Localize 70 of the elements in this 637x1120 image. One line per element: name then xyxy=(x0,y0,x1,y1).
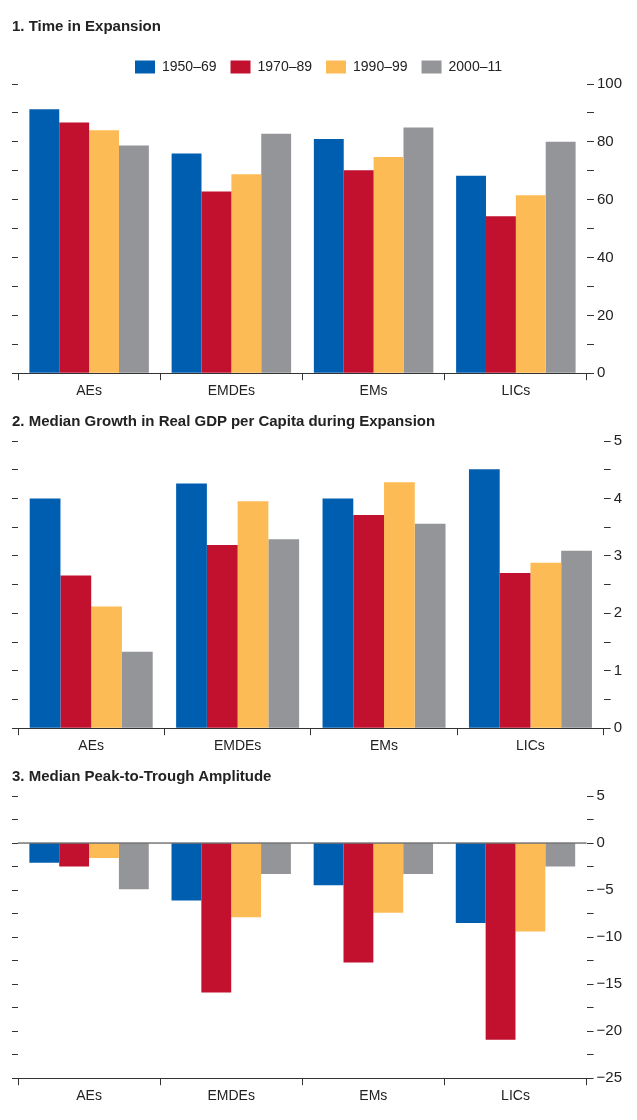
chart-title: 1. Time in Expansion xyxy=(12,17,161,35)
y-tick-label: 60 xyxy=(596,189,614,207)
bar xyxy=(29,109,60,373)
chart-title: 2. Median Growth in Real GDP per Capita during Expansion xyxy=(12,412,436,430)
y-tick-label: −25 xyxy=(596,1068,623,1086)
x-tick-label: LICs xyxy=(501,382,531,399)
bar xyxy=(468,469,500,728)
bar xyxy=(60,575,92,728)
y-tick-label: 1 xyxy=(613,660,622,678)
x-tick-label: EMs xyxy=(359,1087,388,1104)
legend-label: 1950–69 xyxy=(162,57,217,74)
x-tick-label: LICs xyxy=(516,737,545,754)
y-tick-label: 5 xyxy=(596,786,605,804)
bar xyxy=(530,562,562,728)
bar xyxy=(206,544,238,728)
x-tick-label: AEs xyxy=(76,1087,102,1104)
bar xyxy=(384,482,415,728)
bar xyxy=(59,122,90,373)
bar xyxy=(89,130,119,373)
x-tick-label: EMDEs xyxy=(213,737,262,754)
bar xyxy=(373,156,404,373)
y-tick-label: 5 xyxy=(613,431,622,449)
bar xyxy=(171,153,202,373)
bar xyxy=(313,138,344,373)
bar xyxy=(545,141,576,373)
x-tick-label: EMs xyxy=(359,382,388,399)
x-tick-label: AEs xyxy=(78,737,105,754)
y-tick-label: 20 xyxy=(596,305,614,323)
bar xyxy=(91,606,122,728)
bar xyxy=(268,539,300,728)
y-tick-label: 0 xyxy=(596,363,606,381)
x-tick-label: AEs xyxy=(76,382,102,399)
bar xyxy=(561,550,592,728)
y-tick-label: −10 xyxy=(596,927,623,945)
y-tick-label: 40 xyxy=(596,247,614,265)
bar xyxy=(201,191,232,373)
bar xyxy=(485,216,516,373)
y-tick-label: −15 xyxy=(596,974,623,992)
y-tick-label: 80 xyxy=(596,131,614,149)
y-tick-label: −20 xyxy=(596,1021,623,1039)
y-tick-label: 2 xyxy=(613,603,622,621)
bar xyxy=(499,573,531,728)
y-tick-label: 3 xyxy=(613,546,622,564)
bar xyxy=(515,195,546,373)
bar xyxy=(322,498,354,728)
x-tick-label: EMDEs xyxy=(207,1087,255,1104)
bar xyxy=(353,515,385,728)
bar xyxy=(231,174,262,373)
bar xyxy=(237,501,269,728)
y-tick-label: −5 xyxy=(596,880,614,898)
legend-label: 2000–11 xyxy=(448,57,503,74)
bar xyxy=(456,175,486,373)
x-tick-label: EMDEs xyxy=(207,382,256,399)
x-tick-label: LICs xyxy=(501,1087,530,1104)
bar xyxy=(261,133,292,373)
x-tick-label: EMs xyxy=(370,737,399,754)
bar xyxy=(414,523,446,728)
y-tick-label: 0 xyxy=(596,833,605,851)
legend-label: 1990–99 xyxy=(353,57,408,74)
bar xyxy=(343,170,374,373)
bar xyxy=(118,145,149,373)
bar xyxy=(176,483,207,728)
bar xyxy=(121,651,153,728)
bar xyxy=(29,498,61,728)
legend-label: 1970–89 xyxy=(257,57,313,74)
y-tick-label: 4 xyxy=(613,488,622,506)
y-tick-label: 0 xyxy=(613,718,622,736)
y-tick-label: 100 xyxy=(596,74,622,92)
chart-title: 3. Median Peak-to-Trough Amplitude xyxy=(12,767,272,785)
bar xyxy=(403,127,434,373)
